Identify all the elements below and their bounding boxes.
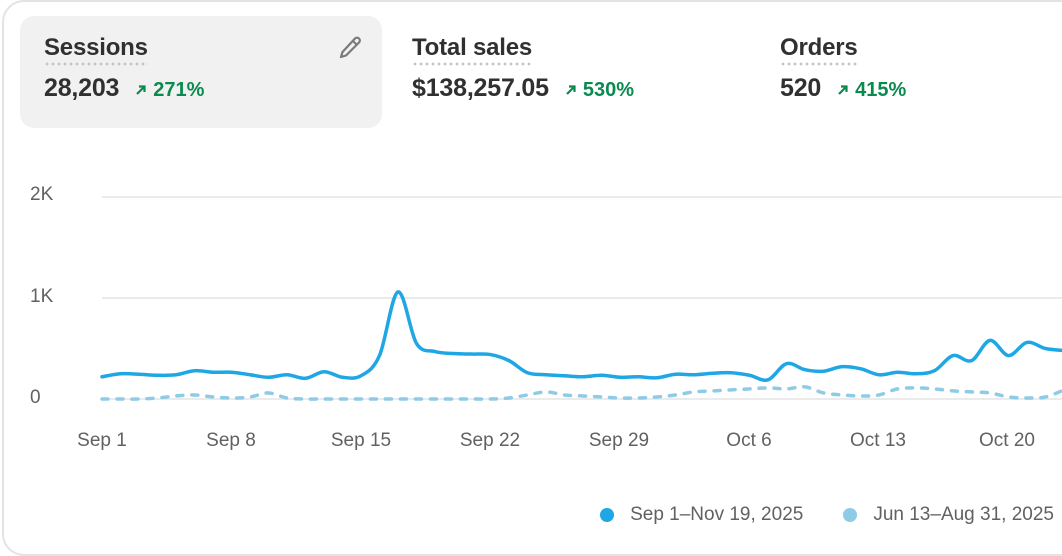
metric-label[interactable]: Total sales xyxy=(412,34,532,66)
x-tick: Oct 20 xyxy=(979,430,1035,451)
x-tick: Sep 1 xyxy=(77,430,127,451)
arrow-up-right-icon xyxy=(136,85,146,95)
legend-label: Jun 13–Aug 31, 2025 xyxy=(873,504,1054,525)
plot-area[interactable] xyxy=(0,170,1062,420)
x-tick: Sep 15 xyxy=(330,430,392,451)
x-tick: Oct 13 xyxy=(850,430,906,451)
pencil-icon xyxy=(339,36,361,59)
legend-item-current[interactable]: Sep 1–Nov 19, 2025 xyxy=(600,504,803,526)
metric-label[interactable]: Orders xyxy=(780,34,858,66)
legend-dot xyxy=(600,508,615,522)
legend-label: Sep 1–Nov 19, 2025 xyxy=(630,504,804,525)
metric-change: 415% xyxy=(837,79,906,102)
x-tick: Sep 8 xyxy=(206,430,256,451)
metric-label[interactable]: Sessions xyxy=(44,34,148,66)
x-tick: Sep 29 xyxy=(588,430,650,451)
arrow-up-right-icon xyxy=(838,85,848,95)
legend-item-previous[interactable]: Jun 13–Aug 31, 2025 xyxy=(843,504,1054,526)
sessions-line-chart[interactable]: 2K 1K 0 Sep 1 Sep 8 Sep 15 Sep 22 Sep 29… xyxy=(0,170,1062,470)
current-period-line xyxy=(100,290,1062,382)
metric-change-value: 271% xyxy=(153,78,205,101)
y-tick: 1K xyxy=(30,286,54,307)
legend-dot xyxy=(843,508,858,522)
x-tick: Sep 22 xyxy=(459,430,521,451)
metric-change: 271% xyxy=(135,79,204,102)
metric-change: 530% xyxy=(565,79,634,102)
arrow-up-right-icon xyxy=(566,85,576,95)
x-tick: Oct 6 xyxy=(726,430,772,451)
metric-value: $138,257.05 xyxy=(412,74,549,102)
metric-value: 28,203 xyxy=(44,74,120,102)
previous-period-line xyxy=(100,385,1062,401)
metric-card-total-sales[interactable]: Total sales $138,257.05 530% xyxy=(388,16,728,128)
chart-legend: Sep 1–Nov 19, 2025 Jun 13–Aug 31, 2025 xyxy=(560,504,1054,526)
metric-card-sessions[interactable]: Sessions 28,203 271% xyxy=(20,16,382,128)
y-tick: 2K xyxy=(30,184,54,205)
metric-value: 520 xyxy=(780,74,822,102)
y-tick: 0 xyxy=(30,387,41,408)
metric-change-value: 530% xyxy=(582,78,634,101)
edit-metric-button[interactable] xyxy=(334,32,366,64)
metric-change-value: 415% xyxy=(855,78,907,101)
metric-card-orders[interactable]: Orders 520 415% xyxy=(756,16,1056,128)
